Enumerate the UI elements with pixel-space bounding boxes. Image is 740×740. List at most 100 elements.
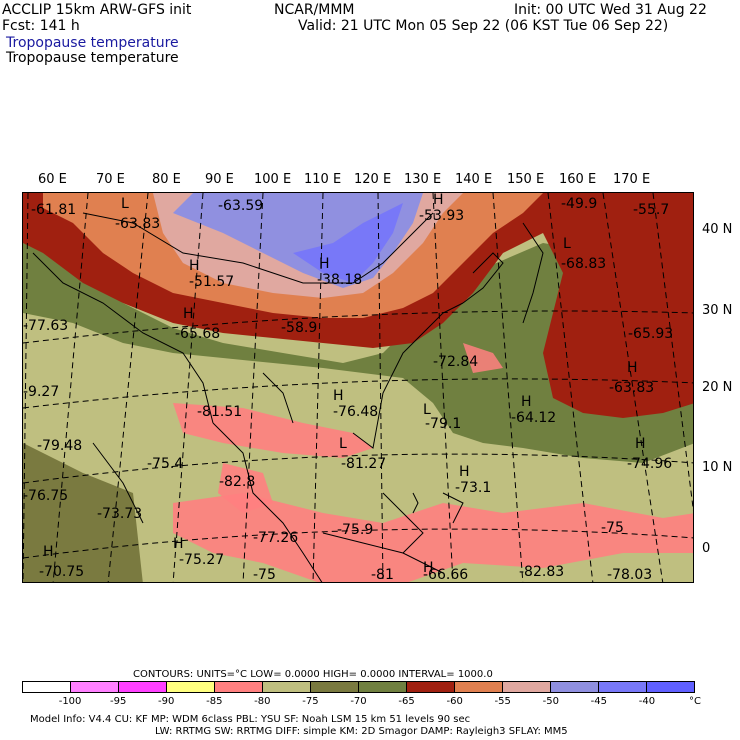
high-marker: H xyxy=(43,544,54,560)
color-bar-swatch xyxy=(311,682,359,692)
physics-info: LW: RRTMG SW: RRTMG DIFF: simple KM: 2D … xyxy=(155,726,568,737)
model-title: ACCLIP 15km ARW-GFS init xyxy=(2,2,192,18)
color-bar-tick-label: -80 xyxy=(254,696,271,707)
color-bar xyxy=(22,681,695,693)
low-marker: L xyxy=(563,236,571,252)
color-bar-tick-label: -40 xyxy=(638,696,656,707)
contour-value-label: -65.68 xyxy=(175,326,221,342)
contour-value-label: -65.93 xyxy=(628,326,674,342)
color-bar-tick-label: -45 xyxy=(590,696,608,707)
contour-value-label: -55.7 xyxy=(633,202,670,218)
init-time: Init: 00 UTC Wed 31 Aug 22 xyxy=(514,2,707,18)
contour-value-label: -78.03 xyxy=(607,567,653,583)
high-marker: H xyxy=(333,388,344,404)
lon-label: 110 E xyxy=(304,172,342,187)
high-marker: H xyxy=(459,464,470,480)
lat-label: 10 N xyxy=(702,460,733,475)
contour-value-label: -79.1 xyxy=(425,416,462,432)
lon-label: 70 E xyxy=(96,172,125,187)
high-marker: H xyxy=(319,256,330,272)
color-bar-swatch xyxy=(503,682,551,692)
organization: NCAR/MMM xyxy=(274,2,355,18)
high-marker: H xyxy=(173,536,184,552)
contour-value-label: -63.83 xyxy=(115,216,161,232)
contour-value-label: -82.8 xyxy=(219,474,256,490)
contour-value-label: -79.48 xyxy=(37,438,83,454)
high-marker: H xyxy=(189,258,200,274)
contour-value-label: -75.9 xyxy=(337,522,374,538)
contour-value-label: -61.81 xyxy=(31,202,77,218)
color-bar-tick-label: -70 xyxy=(350,696,367,707)
field-title-1: Tropopause temperature xyxy=(6,35,179,51)
contour-value-label: -81.27 xyxy=(341,456,387,472)
color-bar-tick-label: -85 xyxy=(206,696,223,707)
color-bar-tick-label: -95 xyxy=(109,696,127,707)
color-bar-tick-label: -60 xyxy=(446,696,463,707)
tropopause-temperature-map: -61.81 L -63.83 -63.59 H -53.93 -49.9 -55.7 H -51… xyxy=(22,192,694,583)
color-bar-tick-label: -75 xyxy=(302,696,319,707)
color-bar-swatch xyxy=(455,682,503,692)
contour-value-label: -63.83 xyxy=(609,380,655,396)
contour-value-label: -76.48 xyxy=(333,404,379,420)
color-bar-tick-label: -55 xyxy=(494,696,511,707)
contour-value-label: -53.93 xyxy=(419,208,465,224)
lon-label: 90 E xyxy=(205,172,234,187)
contour-value-label: -70.75 xyxy=(39,564,85,580)
color-bar-swatch xyxy=(167,682,215,692)
color-bar-swatch xyxy=(551,682,599,692)
color-bar-swatch xyxy=(407,682,455,692)
forecast-hour: Fcst: 141 h xyxy=(2,18,80,34)
map-shading xyxy=(23,193,693,582)
contour-value-label: -75 xyxy=(253,567,276,583)
lon-label: 60 E xyxy=(38,172,67,187)
contour-value-label: -38.18 xyxy=(317,272,363,288)
color-bar-swatch xyxy=(263,682,311,692)
low-marker: L xyxy=(339,436,347,452)
high-marker: H xyxy=(635,436,646,452)
contour-value-label: -77.26 xyxy=(253,530,299,546)
low-marker: L xyxy=(121,196,129,212)
lon-label: 80 E xyxy=(152,172,181,187)
lat-label: 40 N xyxy=(702,222,733,237)
color-bar-tick-label: -100 xyxy=(58,696,82,707)
color-bar-tick-label: -90 xyxy=(158,696,175,707)
contour-value-label: -81.51 xyxy=(197,404,243,420)
field-title-2: Tropopause temperature xyxy=(6,50,179,66)
contour-value-label: -77.63 xyxy=(23,318,69,334)
contour-value-label: -76.75 xyxy=(23,488,69,504)
model-info: Model Info: V4.4 CU: KF MP: WDM 6class P… xyxy=(30,714,471,725)
color-bar-swatch xyxy=(215,682,263,692)
contour-value-label: -68.83 xyxy=(561,256,607,272)
lon-label: 100 E xyxy=(254,172,292,187)
color-bar-swatch xyxy=(119,682,167,692)
lat-label: 20 N xyxy=(702,380,733,395)
color-bar-swatch xyxy=(359,682,407,692)
contour-value-label: -81 xyxy=(371,567,394,583)
color-bar-swatch xyxy=(71,682,119,692)
color-bar-swatch xyxy=(599,682,647,692)
contour-value-label: -75.27 xyxy=(179,552,225,568)
lon-label: 140 E xyxy=(455,172,493,187)
contour-value-label: -66.66 xyxy=(423,567,469,583)
contour-value-label: -63.59 xyxy=(218,198,264,214)
color-bar-swatch xyxy=(647,682,694,692)
lat-label: 0 xyxy=(702,541,711,556)
contour-value-label: -74.96 xyxy=(627,456,673,472)
high-marker: H xyxy=(183,306,194,322)
lon-label: 150 E xyxy=(507,172,545,187)
lon-label: 120 E xyxy=(354,172,392,187)
contour-value-label: -73.73 xyxy=(97,506,143,522)
contour-value-label: -64.12 xyxy=(511,410,557,426)
contour-value-label: -9.27 xyxy=(23,384,60,400)
lon-label: 130 E xyxy=(404,172,442,187)
contour-value-label: -51.57 xyxy=(189,274,235,290)
high-marker: H xyxy=(627,360,638,376)
contour-value-label: -58.9 xyxy=(281,320,318,336)
contour-value-label: -72.84 xyxy=(433,354,479,370)
low-marker: L xyxy=(423,402,431,418)
color-bar-tick-label: °C xyxy=(689,696,701,707)
color-bar-tick-label: -50 xyxy=(542,696,559,707)
color-bar-tick-label: -65 xyxy=(398,696,415,707)
high-marker: H xyxy=(433,192,444,208)
lon-label: 160 E xyxy=(559,172,597,187)
